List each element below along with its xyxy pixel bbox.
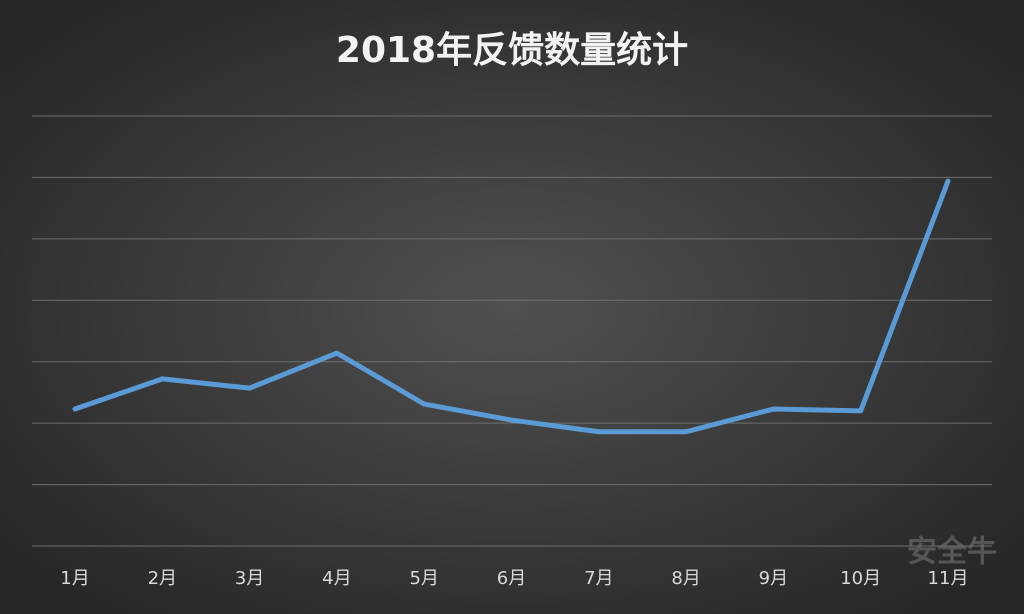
x-tick-label: 1月 xyxy=(60,568,89,589)
x-tick-label: 6月 xyxy=(497,568,526,589)
x-tick-label: 4月 xyxy=(322,568,351,589)
data-line xyxy=(72,178,951,435)
chart-title: 2018年反馈数量统计 xyxy=(336,30,688,71)
x-tick-label: 3月 xyxy=(235,568,264,589)
watermark: 安全牛 xyxy=(907,535,997,570)
x-tick-label: 9月 xyxy=(759,568,788,589)
x-tick-label: 11月 xyxy=(928,568,969,589)
x-tick-label: 7月 xyxy=(584,568,613,589)
x-tick-label: 8月 xyxy=(671,568,700,589)
x-tick-label: 10月 xyxy=(840,568,881,589)
x-tick-label: 5月 xyxy=(409,568,438,589)
x-tick-label: 2月 xyxy=(148,568,177,589)
